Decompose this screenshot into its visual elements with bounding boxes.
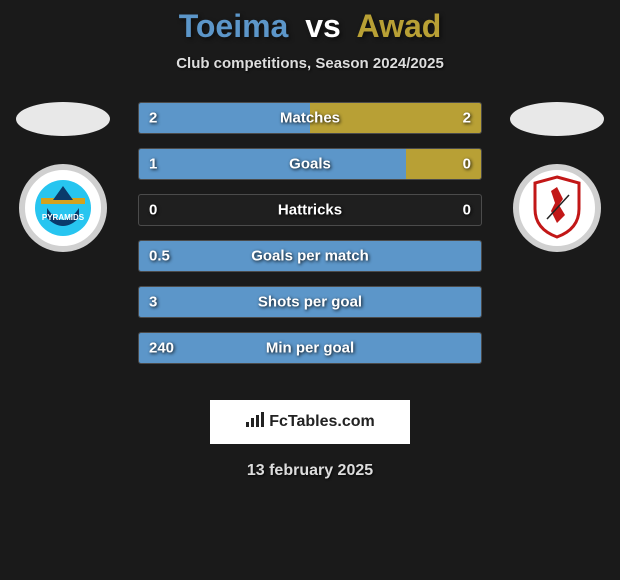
stat-bar-left bbox=[139, 149, 406, 179]
stat-row: Matches 2 2 bbox=[138, 102, 482, 134]
player1-photo-placeholder bbox=[16, 102, 110, 136]
stats-bars: Matches 2 2 Goals 1 0 Hattricks 0 0 Goals per mat… bbox=[138, 102, 482, 364]
brand-badge: FcTables.com bbox=[210, 400, 410, 444]
stat-value-left: 0 bbox=[149, 202, 157, 219]
stat-value-left: 0.5 bbox=[149, 248, 170, 265]
chart-icon bbox=[245, 412, 265, 433]
stat-value-left: 1 bbox=[149, 156, 157, 173]
stat-value-left: 2 bbox=[149, 110, 157, 127]
stat-value-right: 0 bbox=[463, 202, 471, 219]
player1-club-badge: PYRAMIDS bbox=[19, 164, 107, 252]
player2-club-badge bbox=[513, 164, 601, 252]
stat-row: Min per goal 240 bbox=[138, 332, 482, 364]
stat-value-right: 2 bbox=[463, 110, 471, 127]
stat-row: Shots per goal 3 bbox=[138, 286, 482, 318]
vs-text: vs bbox=[305, 8, 341, 44]
player1-column: PYRAMIDS bbox=[8, 102, 118, 252]
club1-icon: PYRAMIDS bbox=[33, 178, 93, 238]
comparison-title: Toeima vs Awad bbox=[0, 0, 620, 45]
stat-label: Min per goal bbox=[266, 340, 354, 357]
stat-label: Goals bbox=[289, 156, 331, 173]
svg-text:PYRAMIDS: PYRAMIDS bbox=[42, 213, 85, 222]
stat-value-right: 0 bbox=[463, 156, 471, 173]
stat-row: Goals per match 0.5 bbox=[138, 240, 482, 272]
stat-value-left: 240 bbox=[149, 340, 174, 357]
stat-row: Goals 1 0 bbox=[138, 148, 482, 180]
stat-row: Hattricks 0 0 bbox=[138, 194, 482, 226]
stat-value-left: 3 bbox=[149, 294, 157, 311]
brand-text: FcTables.com bbox=[269, 413, 375, 431]
player2-column bbox=[502, 102, 612, 252]
player1-name: Toeima bbox=[179, 8, 289, 44]
stat-label: Shots per goal bbox=[258, 294, 362, 311]
comparison-date: 13 february 2025 bbox=[0, 462, 620, 480]
stat-label: Hattricks bbox=[278, 202, 342, 219]
stat-label: Matches bbox=[280, 110, 340, 127]
stat-label: Goals per match bbox=[251, 248, 369, 265]
player2-name: Awad bbox=[357, 8, 442, 44]
subtitle: Club competitions, Season 2024/2025 bbox=[0, 55, 620, 72]
club2-icon bbox=[529, 175, 585, 241]
main-comparison-area: PYRAMIDS Matches22Goals10Hattricks00Goal… bbox=[0, 102, 620, 382]
player2-photo-placeholder bbox=[510, 102, 604, 136]
